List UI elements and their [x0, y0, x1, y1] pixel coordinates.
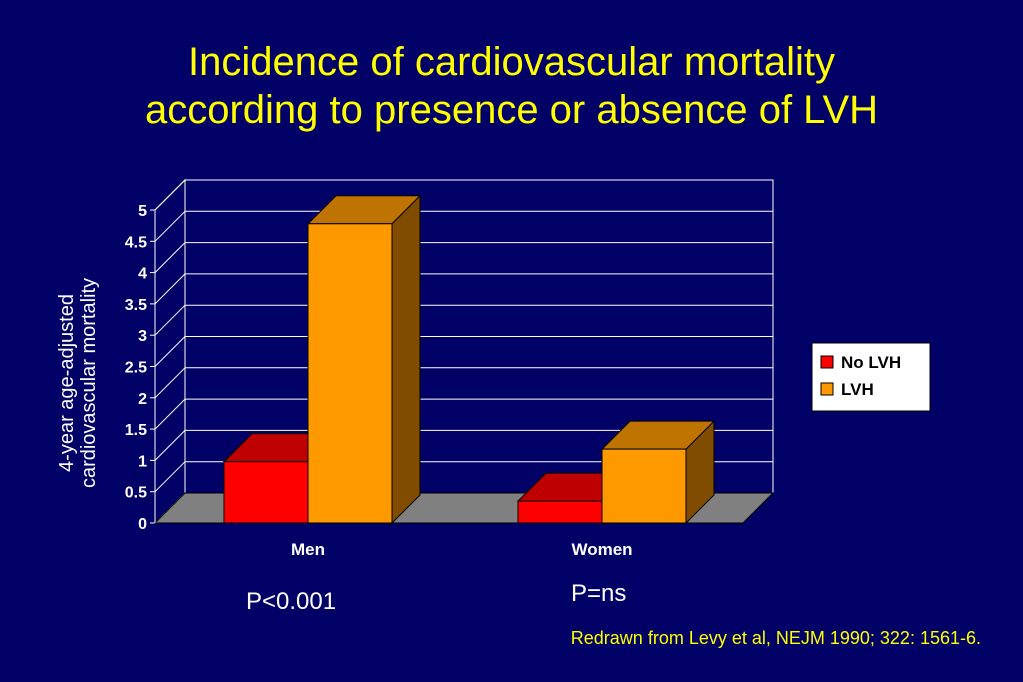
gridline-side: [154, 336, 186, 367]
gridline-side: [154, 367, 186, 399]
legend-swatch: [820, 355, 834, 369]
y-tick-label: 2.5: [125, 360, 147, 377]
y-tick-label: 1: [138, 453, 147, 470]
gridline-side: [154, 398, 186, 430]
gridline-side: [154, 179, 186, 211]
source-citation: Redrawn from Levy et al, NEJM 1990; 322:…: [570, 628, 981, 648]
y-axis-label-line-1: 4-year age-adjusted: [56, 294, 78, 472]
gridline-side: [154, 273, 186, 305]
bar-lvh-men: [307, 223, 393, 524]
y-tick-label: 4: [138, 266, 147, 283]
legend-box: [811, 342, 931, 412]
bar-no-lvh-women: [517, 500, 603, 524]
y-axis-label: 4-year age-adjusted cardiovascular morta…: [56, 243, 100, 523]
y-tick-label: 0.5: [125, 485, 147, 502]
gridline-side: [154, 242, 186, 273]
gridline-side: [154, 304, 186, 336]
gridline-side: [154, 430, 186, 461]
y-tick-label: 0: [138, 516, 147, 533]
title-line-1: Incidence of cardiovascular mortality: [188, 40, 835, 84]
title-line-2: according to presence or absence of LVH: [144, 88, 879, 132]
y-tick-label: 3.5: [125, 297, 147, 314]
women-p-value: P=ns: [571, 580, 627, 607]
y-tick-label: 1.5: [125, 422, 147, 439]
x-tick-label: Men: [291, 540, 325, 559]
legend-label: LVH: [841, 380, 874, 399]
y-tick-label: 2: [138, 391, 147, 408]
slide-title: Incidence of cardiovascular mortality ac…: [0, 38, 1023, 134]
y-axis-label-line-2: cardiovascular mortality: [78, 277, 100, 489]
bar-no-lvh-men: [223, 461, 309, 524]
x-tick-label: Women: [571, 540, 632, 559]
legend-label: No LVH: [841, 353, 901, 372]
legend-swatch: [820, 382, 834, 396]
y-tick-label: 5: [138, 203, 147, 220]
bar-side-lvh: [391, 194, 421, 525]
bar-lvh-women: [601, 448, 687, 524]
y-tick-label: 4.5: [125, 234, 147, 251]
men-p-value: P<0.001: [246, 588, 337, 615]
gridline-side: [154, 461, 186, 493]
y-tick-label: 3: [138, 328, 147, 345]
gridline-side: [154, 210, 186, 242]
